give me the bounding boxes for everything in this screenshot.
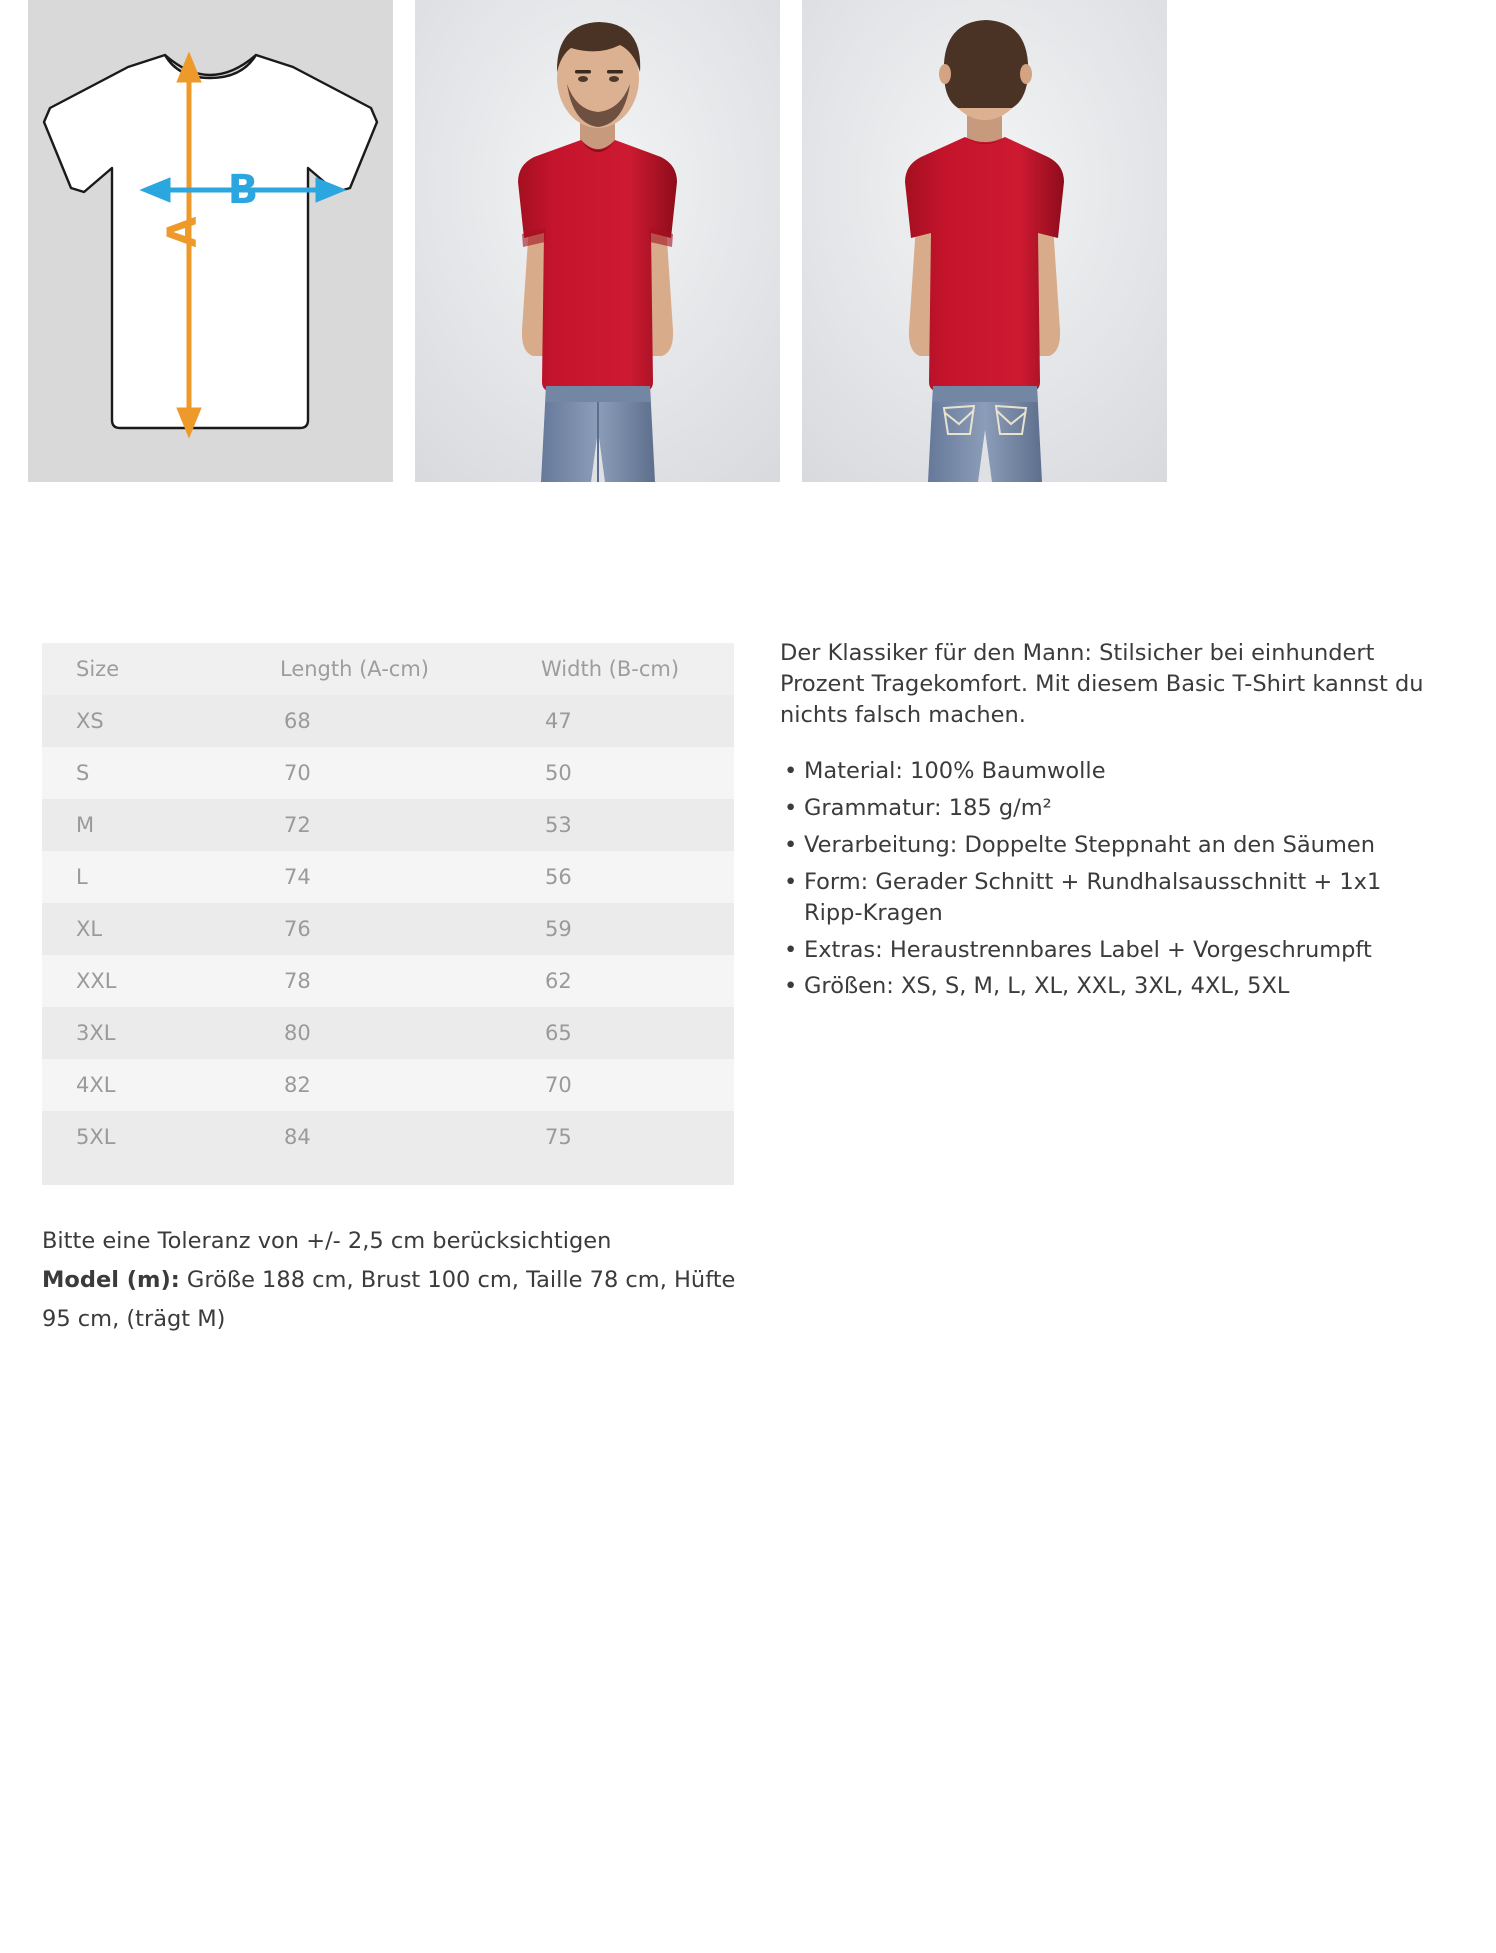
cell-length: 74 [284, 865, 311, 889]
product-image-strip: A B [28, 0, 1468, 482]
cell-width: 65 [545, 1021, 572, 1045]
table-row: XL 76 59 [42, 903, 734, 955]
table-header-length: Length (A-cm) [232, 643, 497, 695]
table-bottom-strip [42, 1163, 734, 1185]
bullet-icon: • [784, 868, 798, 895]
cell-width: 59 [545, 917, 572, 941]
list-item-label: Größen: XS, S, M, L, XL, XXL, 3XL, 4XL, … [804, 973, 1290, 1000]
cell-size: 3XL [76, 1021, 116, 1045]
table-row: 5XL 84 75 [42, 1111, 734, 1163]
table-row: M 72 53 [42, 799, 734, 851]
list-item-label: Verarbeitung: Doppelte Steppnaht an den … [804, 832, 1375, 859]
bullet-icon: • [784, 795, 798, 822]
cell-width: 47 [545, 709, 572, 733]
bullet-icon: • [784, 973, 798, 1000]
model-back-photo [802, 0, 1167, 482]
measurement-notes: Bitte eine Toleranz von +/- 2,5 cm berüc… [42, 1222, 742, 1339]
arrow-b [139, 177, 347, 203]
list-item-label: Extras: Heraustrennbares Label + Vorgesc… [804, 936, 1372, 963]
cell-width: 75 [545, 1125, 572, 1149]
cell-length: 70 [284, 761, 311, 785]
cell-size: 5XL [76, 1125, 116, 1149]
size-chart-table: Size Length (A-cm) Width (B-cm) XS 68 47… [42, 643, 734, 1163]
list-item: • Grammatur: 185 g/m² [780, 793, 1440, 824]
model-front-photo [415, 0, 780, 482]
description-intro: Der Klassiker für den Mann: Stilsicher b… [780, 640, 1424, 728]
cell-size: M [76, 813, 95, 837]
list-item: • Form: Gerader Schnitt + Rundhalsaussch… [780, 867, 1440, 929]
bullet-icon: • [784, 936, 798, 963]
model-label: Model (m): [42, 1266, 180, 1293]
table-row: XS 68 47 [42, 695, 734, 747]
list-item: • Extras: Heraustrennbares Label + Vorge… [780, 935, 1440, 966]
bullet-icon: • [784, 758, 798, 785]
table-header-width: Width (B-cm) [497, 643, 734, 695]
svg-text:A: A [160, 216, 206, 247]
cell-length: 82 [284, 1073, 311, 1097]
table-header-row: Size Length (A-cm) Width (B-cm) [42, 643, 734, 695]
table-row: L 74 56 [42, 851, 734, 903]
tshirt-measurement-diagram: A B [28, 0, 393, 482]
cell-width: 70 [545, 1073, 572, 1097]
cell-length: 80 [284, 1021, 311, 1045]
arrow-a [176, 51, 202, 439]
cell-length: 68 [284, 709, 311, 733]
table-row: S 70 50 [42, 747, 734, 799]
svg-text:B: B [228, 167, 259, 213]
cell-width: 53 [545, 813, 572, 837]
cell-length: 78 [284, 969, 311, 993]
cell-width: 62 [545, 969, 572, 993]
bullet-icon: • [784, 832, 798, 859]
cell-length: 84 [284, 1125, 311, 1149]
table-row: XXL 78 62 [42, 955, 734, 1007]
cell-length: 72 [284, 813, 311, 837]
tolerance-note: Bitte eine Toleranz von +/- 2,5 cm berüc… [42, 1228, 612, 1254]
list-item-label: Form: Gerader Schnitt + Rundhalsausschni… [804, 868, 1382, 926]
cell-size: S [76, 761, 90, 785]
list-item: • Verarbeitung: Doppelte Steppnaht an de… [780, 830, 1440, 861]
cell-size: L [76, 865, 88, 889]
cell-width: 56 [545, 865, 572, 889]
product-description: Der Klassiker für den Mann: Stilsicher b… [780, 638, 1440, 1008]
cell-size: 4XL [76, 1073, 116, 1097]
table-row: 3XL 80 65 [42, 1007, 734, 1059]
cell-size: XS [76, 709, 104, 733]
cell-size: XL [76, 917, 103, 941]
table-header-size: Size [42, 643, 232, 695]
list-item-label: Material: 100% Baumwolle [804, 758, 1106, 785]
cell-size: XXL [76, 969, 117, 993]
table-row: 4XL 82 70 [42, 1059, 734, 1111]
model-measurements: Größe 188 cm, Brust 100 cm, Taille 78 cm… [42, 1266, 736, 1332]
list-item-label: Grammatur: 185 g/m² [804, 795, 1052, 822]
model-note: Model (m): Größe 188 cm, Brust 100 cm, T… [42, 1261, 742, 1339]
cell-width: 50 [545, 761, 572, 785]
list-item: • Größen: XS, S, M, L, XL, XXL, 3XL, 4XL… [780, 971, 1440, 1002]
list-item: • Material: 100% Baumwolle [780, 756, 1440, 787]
feature-list: • Material: 100% Baumwolle • Grammatur: … [780, 756, 1440, 1002]
cell-length: 76 [284, 917, 311, 941]
